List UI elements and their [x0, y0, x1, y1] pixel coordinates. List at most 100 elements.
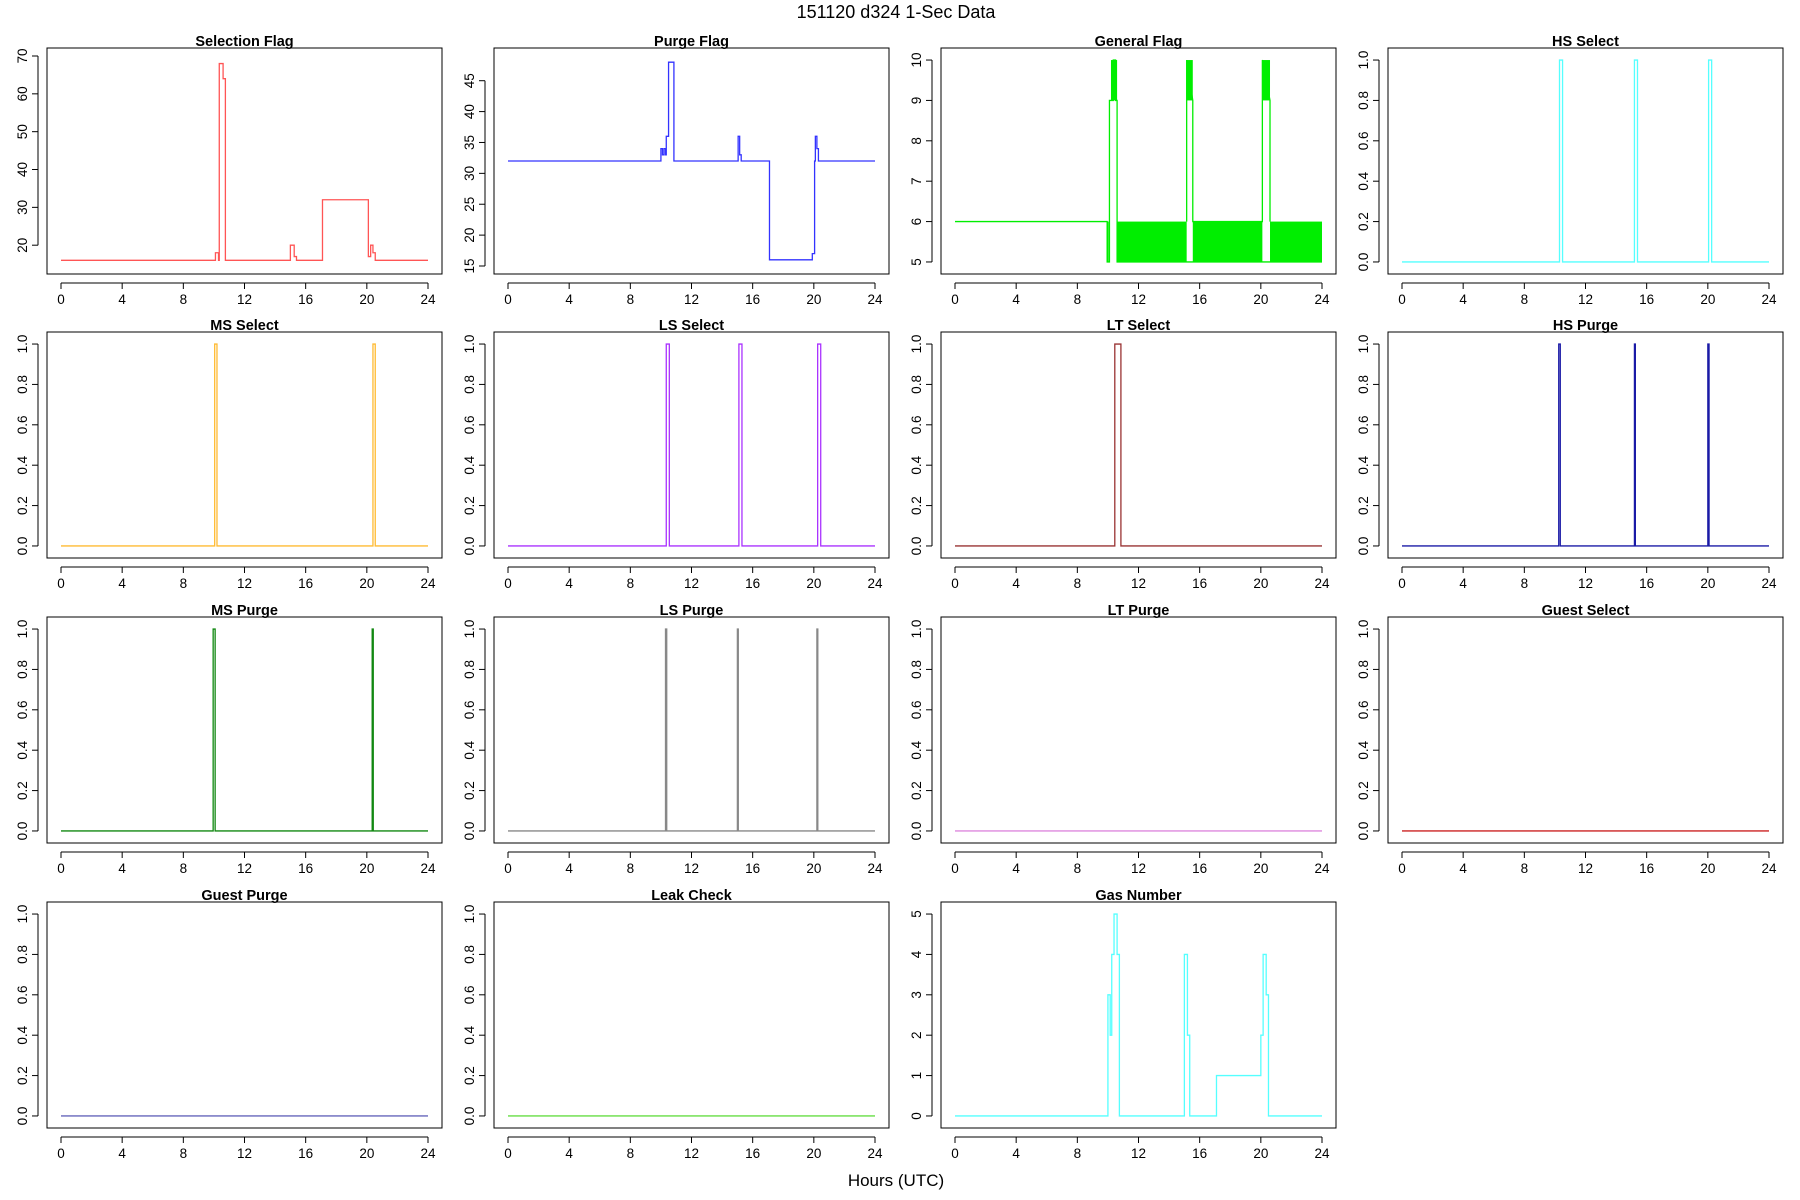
x-tick-label: 20: [1253, 292, 1268, 307]
y-tick-label: 0.2: [15, 781, 30, 800]
y-tick-label: 0.8: [1356, 660, 1371, 679]
series-line: [61, 343, 428, 547]
y-tick-label: 0.0: [15, 822, 30, 841]
plot-frame: [46, 47, 443, 275]
y-tick-label: 0.2: [462, 781, 477, 800]
x-tick-label: 24: [1761, 292, 1777, 307]
y-tick-label: 20: [462, 228, 477, 243]
y-tick-label: 0.4: [909, 455, 924, 474]
x-tick-label: 24: [1761, 576, 1777, 591]
y-tick-label: 0.6: [1356, 131, 1371, 150]
y-tick-label: 35: [462, 135, 477, 150]
panel-title: Purge Flag: [654, 34, 729, 50]
x-tick-label: 0: [1398, 861, 1406, 876]
x-tick-label: 12: [1131, 861, 1146, 876]
x-tick-label: 16: [298, 861, 313, 876]
y-tick-label: 0.2: [1356, 212, 1371, 231]
x-tick-label: 24: [420, 576, 436, 591]
x-tick-label: 12: [1578, 576, 1593, 591]
x-tick-label: 20: [806, 576, 821, 591]
panel-title: HS Purge: [1553, 318, 1618, 334]
x-tick-label: 20: [359, 576, 374, 591]
x-tick-label: 8: [1521, 861, 1529, 876]
panel-title: Guest Select: [1542, 603, 1630, 619]
x-tick-label: 16: [1192, 861, 1207, 876]
y-tick-label: 0.2: [15, 496, 30, 515]
y-tick-label: 0.0: [15, 537, 30, 556]
x-tick-label: 24: [420, 292, 436, 307]
x-tick-label: 0: [57, 292, 65, 307]
y-tick-label: 0.8: [462, 660, 477, 679]
x-tick-label: 12: [1131, 292, 1146, 307]
x-tick-label: 4: [1012, 861, 1020, 876]
panel-general-flag: General Flag 0 4 8 12 16 20 24 5 6 7 8 9 10: [909, 34, 1337, 307]
x-tick-label: 0: [504, 292, 512, 307]
y-tick-label: 4: [909, 950, 924, 958]
series-line: [1402, 343, 1769, 547]
x-tick-label: 24: [1761, 861, 1777, 876]
x-tick-label: 12: [237, 861, 252, 876]
panel-purge-flag: Purge Flag 0 4 8 12 16 20 24 15 20 25 30 35 40 45: [462, 34, 890, 307]
y-tick-label: 0.4: [15, 455, 30, 474]
x-tick-label: 16: [1192, 576, 1207, 591]
y-tick-label: 0.0: [462, 822, 477, 841]
y-tick-label: 0: [909, 1112, 924, 1120]
plot-frame: [493, 47, 890, 275]
x-tick-label: 16: [1639, 292, 1654, 307]
x-tick-label: 12: [684, 861, 699, 876]
x-tick-label: 8: [1074, 1146, 1082, 1161]
x-tick-label: 4: [1459, 292, 1467, 307]
x-tick-label: 24: [1314, 1146, 1330, 1161]
plot-frame: [493, 331, 890, 559]
x-tick-label: 4: [118, 576, 126, 591]
x-tick-label: 16: [745, 861, 760, 876]
panel-leak-check: Leak Check 0 4 8 12 16 20 24 0.0 0.2 0.4 0.6 0.8 1.0: [462, 888, 890, 1161]
y-tick-label: 0.4: [1356, 740, 1371, 759]
y-tick-label: 30: [15, 200, 30, 215]
x-tick-label: 0: [1398, 576, 1406, 591]
y-tick-label: 0.0: [909, 537, 924, 556]
x-tick-label: 0: [57, 576, 65, 591]
x-tick-label: 16: [1639, 861, 1654, 876]
x-tick-label: 8: [1074, 292, 1082, 307]
x-tick-label: 24: [1314, 861, 1330, 876]
figure-title: 151120 d324 1-Sec Data: [797, 2, 997, 22]
x-tick-label: 24: [867, 1146, 883, 1161]
series-line: [955, 343, 1322, 547]
panel-title: Guest Purge: [201, 888, 287, 904]
y-tick-label: 1.0: [462, 905, 477, 924]
y-tick-label: 1.0: [15, 335, 30, 354]
x-tick-label: 8: [180, 861, 188, 876]
x-tick-label: 20: [806, 292, 821, 307]
y-tick-label: 0.4: [1356, 455, 1371, 474]
x-tick-label: 0: [504, 861, 512, 876]
panel-title: LT Select: [1107, 318, 1171, 334]
y-tick-label: 9: [909, 97, 924, 105]
x-tick-label: 12: [684, 1146, 699, 1161]
panel-selection-flag: Selection Flag 0 4 8 12 16 20 24 20 30 40 50 60 70: [15, 34, 443, 307]
y-tick-label: 0.4: [462, 740, 477, 759]
y-tick-label: 0.8: [1356, 91, 1371, 110]
y-tick-label: 0.2: [909, 496, 924, 515]
data-band: [1117, 221, 1187, 262]
panel-guest-select: Guest Select 0 4 8 12 16 20 24 0.0 0.2 0.4 0.6 0.8 1.…: [1356, 603, 1784, 876]
y-tick-label: 0.2: [462, 496, 477, 515]
series-line-secondary: [1186, 59, 1271, 223]
plot-frame: [940, 331, 1337, 559]
x-tick-label: 0: [951, 861, 959, 876]
y-tick-label: 0.4: [462, 1025, 477, 1044]
y-tick-label: 0.0: [15, 1107, 30, 1126]
y-tick-label: 0.6: [15, 415, 30, 434]
y-tick-label: 1: [909, 1072, 924, 1080]
x-tick-label: 20: [1700, 861, 1715, 876]
y-tick-label: 0.6: [909, 415, 924, 434]
y-tick-label: 0.2: [1356, 496, 1371, 515]
y-tick-label: 60: [15, 86, 30, 101]
x-tick-label: 4: [1012, 1146, 1020, 1161]
x-tick-label: 4: [565, 861, 573, 876]
panel-lt-select: LT Select 0 4 8 12 16 20 24 0.0 0.2 0.4 0.6 0.8 1.0: [909, 318, 1337, 591]
x-tick-label: 12: [1131, 1146, 1146, 1161]
x-tick-label: 4: [118, 861, 126, 876]
x-tick-label: 8: [180, 1146, 188, 1161]
panel-hs-select: HS Select 0 4 8 12 16 20 24 0.0 0.2 0.4 0.6 0.8 1.0: [1356, 34, 1784, 307]
